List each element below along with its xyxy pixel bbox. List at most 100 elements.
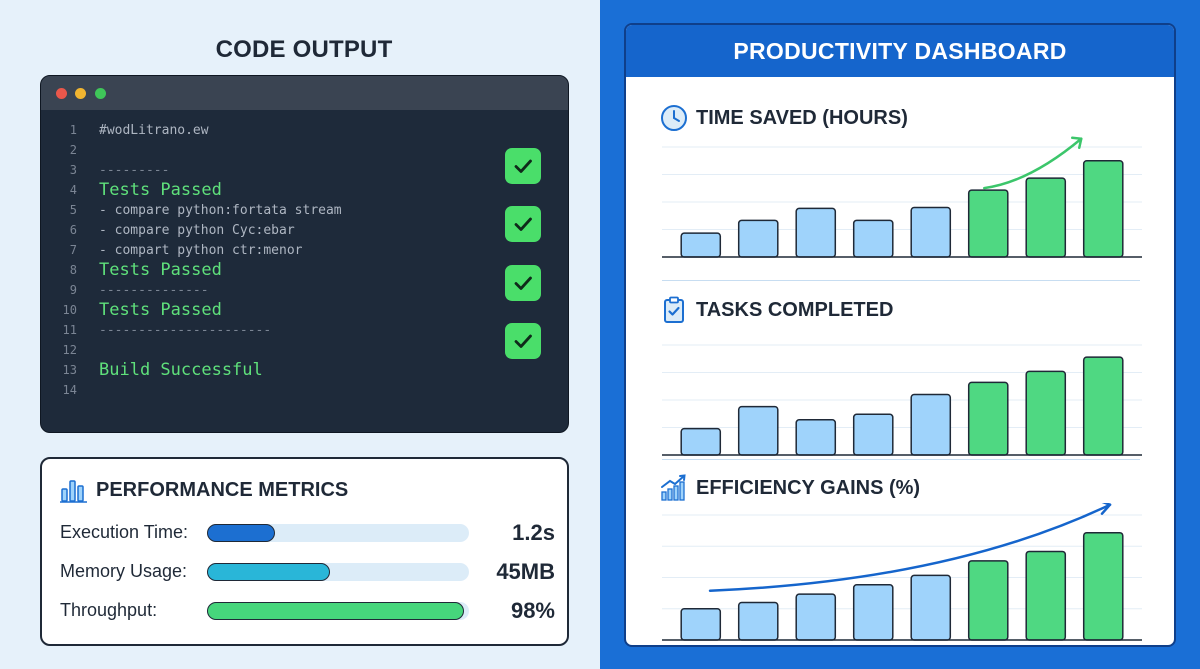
- line-number: 8: [69, 263, 77, 277]
- line-number: 4: [69, 183, 77, 197]
- chart-title-tasks-completed: TASKS COMPLETED: [696, 298, 894, 321]
- metrics-title: PERFORMANCE METRICS: [96, 478, 349, 501]
- line-number: 13: [62, 363, 77, 377]
- metric-progress-fill: [207, 563, 331, 581]
- metric-value: 45MB: [496, 559, 555, 584]
- line-number: 6: [69, 223, 77, 237]
- dashboard-header: PRODUCTIVITY DASHBOARD: [626, 25, 1174, 77]
- efficiency-gains-section: EFFICIENCY GAINS (%): [626, 465, 1174, 645]
- trending-chart-icon: [661, 474, 686, 501]
- chart-bar: [680, 608, 722, 641]
- metric-row: Throughput: 98%: [60, 598, 555, 623]
- time-saved-header: TIME SAVED (HOURS): [660, 103, 908, 133]
- metric-value: 98%: [510, 598, 555, 623]
- code-line: 2: [41, 140, 568, 160]
- code-line: 8 Tests Passed: [41, 260, 568, 280]
- code-line: 7 - compart python ctr:menor: [41, 240, 568, 260]
- code-line: 1 #wodLitrano.ew: [41, 120, 568, 140]
- trend-arrow-head: [1071, 136, 1083, 149]
- check-icon: [505, 148, 541, 184]
- productivity-dashboard-card: PRODUCTIVITY DASHBOARD TIME SAVED (HOURS…: [624, 23, 1176, 647]
- code-output-title: CODE OUTPUT: [215, 36, 393, 63]
- check-icon: [505, 323, 541, 359]
- line-number: 10: [62, 303, 77, 317]
- code-text: - compare python:fortata stream: [99, 203, 342, 218]
- left-panel: CODE OUTPUT 1 #wodLitrano.ew 2 3 --------- 4 T…: [40, 36, 569, 646]
- chart-bar: [795, 207, 837, 258]
- code-status-text: Tests Passed: [99, 180, 222, 200]
- efficiency-gains-chart: [662, 503, 1142, 641]
- clipboard-check-icon: [664, 296, 684, 323]
- code-line: 5 - compare python:fortata stream: [41, 200, 568, 220]
- code-line: 4 Tests Passed: [41, 180, 568, 200]
- trend-arrow-line: [983, 137, 1083, 190]
- code-text: #wodLitrano.ew: [99, 123, 209, 138]
- code-line: 11 ----------------------: [41, 320, 568, 340]
- efficiency-gains-header: EFFICIENCY GAINS (%): [660, 473, 920, 503]
- chart-bar: [852, 584, 894, 641]
- chart-bar: [1082, 160, 1124, 258]
- dashboard-title: PRODUCTIVITY DASHBOARD: [733, 37, 1067, 64]
- chart-bar: [1025, 550, 1067, 641]
- chart-bar: [852, 413, 894, 456]
- chart-bar: [680, 232, 722, 258]
- metric-progress-fill: [207, 524, 276, 542]
- line-number: 12: [62, 343, 77, 357]
- code-line: 6 - compare python Cyc:ebar: [41, 220, 568, 240]
- chart-bar: [910, 393, 952, 456]
- line-number: 3: [69, 163, 77, 177]
- chart-bar: [852, 219, 894, 258]
- code-line: 14: [41, 380, 568, 400]
- bar-chart-icon: [60, 480, 87, 503]
- code-status-text: Build Successful: [99, 360, 263, 380]
- code-line: 9 --------------: [41, 280, 568, 300]
- chart-bar: [910, 574, 952, 641]
- check-icon: [505, 265, 541, 301]
- line-number: 11: [62, 323, 77, 337]
- chart-bar: [967, 189, 1009, 258]
- performance-metrics-card: PERFORMANCE METRICS Execution Time: 1.2s M…: [40, 457, 569, 646]
- tasks-completed-chart: [662, 344, 1142, 456]
- check-icon: [505, 206, 541, 242]
- chart-bar: [795, 593, 837, 641]
- line-number: 2: [69, 143, 77, 157]
- metric-row: Memory Usage: 45MB: [60, 559, 555, 584]
- close-window-dot[interactable]: [56, 88, 67, 99]
- chart-bar: [1082, 356, 1124, 456]
- code-line: 12: [41, 340, 568, 360]
- time-saved-section: TIME SAVED (HOURS): [626, 77, 1174, 267]
- tasks-completed-header: TASKS COMPLETED: [660, 295, 893, 325]
- metric-label: Memory Usage:: [60, 561, 188, 581]
- chart-bar: [680, 427, 722, 456]
- window-title-bar: [41, 76, 568, 110]
- clock-icon: [661, 105, 687, 131]
- code-text: ----------------------: [99, 323, 272, 338]
- metric-progress-track: [207, 563, 469, 581]
- tasks-completed-section: TASKS COMPLETED: [626, 287, 1174, 456]
- chart-bar: [967, 381, 1009, 456]
- section-divider: [662, 459, 1140, 460]
- code-text: - compare python Cyc:ebar: [99, 223, 295, 238]
- code-text: - compart python ctr:menor: [99, 243, 303, 258]
- metric-progress-track: [207, 602, 469, 620]
- line-number: 14: [62, 383, 77, 397]
- chart-title-time-saved: TIME SAVED (HOURS): [696, 106, 908, 129]
- code-line: 3 ---------: [41, 160, 568, 180]
- chart-bar: [910, 206, 952, 258]
- line-number: 9: [69, 283, 77, 297]
- code-window: 1 #wodLitrano.ew 2 3 --------- 4 Tests Passed 5…: [40, 75, 569, 433]
- code-text: --------------: [99, 283, 209, 298]
- code-line: 10 Tests Passed: [41, 300, 568, 320]
- line-number: 1: [69, 123, 77, 137]
- code-line: 13 Build Successful: [41, 360, 568, 380]
- code-status-text: Tests Passed: [99, 300, 222, 320]
- metric-progress-track: [207, 524, 469, 542]
- metric-row: Execution Time: 1.2s: [60, 520, 555, 545]
- chart-bar: [967, 560, 1009, 641]
- line-number: 7: [69, 243, 77, 257]
- chart-bar: [1082, 531, 1124, 641]
- right-panel: PRODUCTIVITY DASHBOARD TIME SAVED (HOURS…: [600, 0, 1200, 669]
- maximize-window-dot[interactable]: [95, 88, 106, 99]
- metric-label: Throughput:: [60, 600, 158, 620]
- minimize-window-dot[interactable]: [75, 88, 86, 99]
